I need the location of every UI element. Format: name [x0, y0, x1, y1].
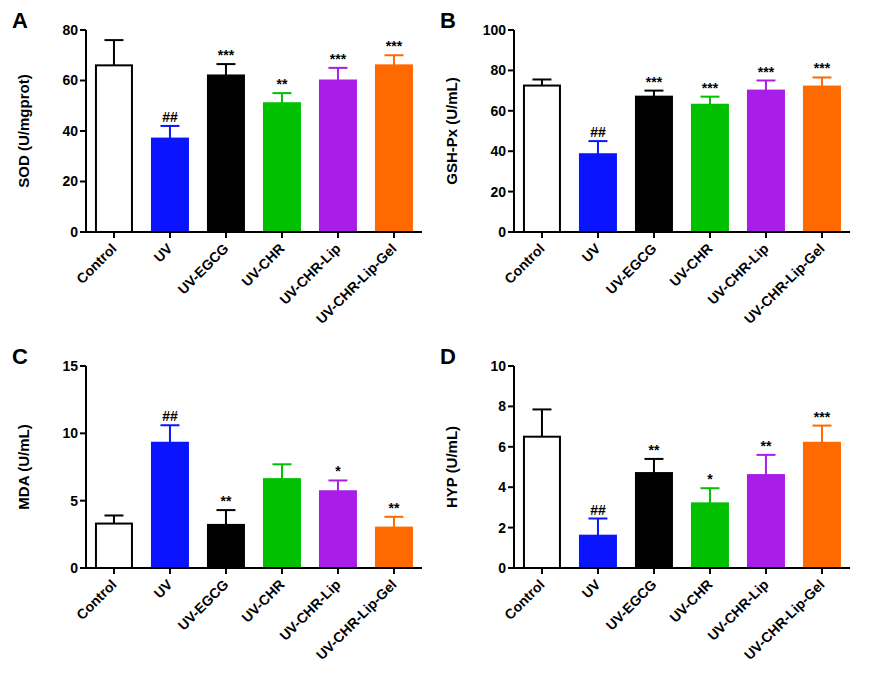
svg-text:20: 20 — [490, 184, 506, 200]
svg-text:Control: Control — [73, 576, 120, 623]
svg-text:10: 10 — [490, 358, 506, 374]
svg-text:UV: UV — [579, 576, 605, 602]
svg-text:UV-CHR-Lip: UV-CHR-Lip — [704, 576, 772, 644]
svg-text:UV-CHR: UV-CHR — [666, 240, 715, 289]
svg-text:***: *** — [330, 51, 347, 67]
svg-text:##: ## — [162, 109, 178, 125]
svg-text:HYP (U/mL): HYP (U/mL) — [443, 426, 460, 508]
svg-text:80: 80 — [490, 62, 506, 78]
svg-text:40: 40 — [62, 123, 78, 139]
svg-text:0: 0 — [70, 560, 78, 576]
svg-text:***: *** — [814, 60, 831, 76]
svg-text:5: 5 — [70, 493, 78, 509]
svg-text:60: 60 — [62, 72, 78, 88]
html-text:A: A — [12, 8, 28, 33]
svg-text:GSH-Px (U/mL): GSH-Px (U/mL) — [443, 77, 460, 185]
svg-text:10: 10 — [62, 425, 78, 441]
svg-text:UV: UV — [151, 240, 177, 266]
svg-text:UV-CHR: UV-CHR — [666, 576, 715, 625]
svg-text:UV-EGCG: UV-EGCG — [603, 240, 660, 297]
svg-text:60: 60 — [490, 103, 506, 119]
html-text:B: B — [440, 8, 456, 33]
svg-text:##: ## — [162, 408, 178, 424]
svg-text:***: *** — [386, 38, 403, 54]
svg-text:80: 80 — [62, 22, 78, 38]
svg-text:UV-CHR-Lip-Gel: UV-CHR-Lip-Gel — [741, 576, 828, 663]
svg-text:**: ** — [649, 442, 660, 458]
svg-text:UV: UV — [151, 576, 177, 602]
svg-text:SOD (U/mgprot): SOD (U/mgprot) — [15, 74, 32, 187]
svg-text:UV-CHR-Lip-Gel: UV-CHR-Lip-Gel — [313, 240, 400, 327]
svg-text:UV-CHR: UV-CHR — [238, 576, 287, 625]
svg-text:UV-CHR-Lip-Gel: UV-CHR-Lip-Gel — [313, 576, 400, 663]
svg-text:UV-CHR: UV-CHR — [238, 240, 287, 289]
svg-text:UV-CHR-Lip: UV-CHR-Lip — [276, 240, 344, 308]
svg-text:***: *** — [758, 64, 775, 80]
svg-text:UV-CHR-Lip: UV-CHR-Lip — [276, 576, 344, 644]
svg-text:40: 40 — [490, 143, 506, 159]
svg-text:0: 0 — [498, 560, 506, 576]
svg-text:4: 4 — [498, 479, 506, 495]
svg-text:*: * — [707, 471, 713, 487]
svg-text:MDA (U/mL): MDA (U/mL) — [15, 424, 32, 509]
svg-text:***: *** — [646, 74, 663, 90]
svg-text:15: 15 — [62, 358, 78, 374]
svg-text:UV-CHR-Lip: UV-CHR-Lip — [704, 240, 772, 308]
svg-text:UV-CHR-Lip-Gel: UV-CHR-Lip-Gel — [741, 240, 828, 327]
svg-text:UV: UV — [579, 240, 605, 266]
svg-text:##: ## — [590, 502, 606, 518]
html-text:D: D — [440, 344, 456, 369]
svg-text:UV-EGCG: UV-EGCG — [603, 576, 660, 633]
svg-text:UV-EGCG: UV-EGCG — [175, 240, 232, 297]
svg-text:***: *** — [702, 80, 719, 96]
html-text:C: C — [12, 344, 28, 369]
svg-text:6: 6 — [498, 439, 506, 455]
svg-text:2: 2 — [498, 520, 506, 536]
svg-text:Control: Control — [73, 240, 120, 287]
svg-text:20: 20 — [62, 173, 78, 189]
svg-text:**: ** — [761, 438, 772, 454]
svg-text:**: ** — [277, 76, 288, 92]
svg-text:***: *** — [814, 409, 831, 425]
svg-text:##: ## — [590, 124, 606, 140]
svg-text:0: 0 — [70, 224, 78, 240]
svg-text:8: 8 — [498, 398, 506, 414]
svg-text:*: * — [335, 463, 341, 479]
svg-text:0: 0 — [498, 224, 506, 240]
svg-text:UV-EGCG: UV-EGCG — [175, 576, 232, 633]
svg-text:***: *** — [218, 47, 235, 63]
svg-text:Control: Control — [501, 576, 548, 623]
svg-text:**: ** — [389, 500, 400, 516]
svg-text:Control: Control — [501, 240, 548, 287]
svg-text:**: ** — [221, 493, 232, 509]
svg-text:100: 100 — [483, 22, 507, 38]
